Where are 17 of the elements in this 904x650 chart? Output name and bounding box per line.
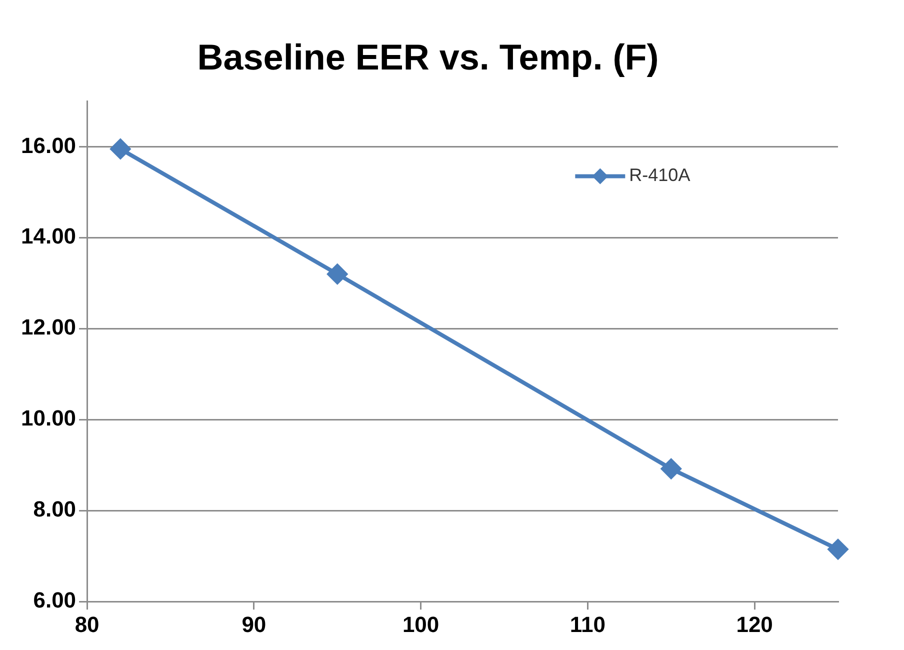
x-tick-label: 120 [736,612,773,637]
y-tick-label: 12.00 [20,314,76,340]
point [828,539,848,560]
y-tick-label: 16.00 [20,132,76,158]
point [327,264,348,284]
y-tick-label: 6.00 [33,588,76,613]
x-tick-label: 90 [242,612,266,637]
point [661,458,682,479]
point [110,138,130,159]
y-tick-label: 14.00 [20,224,76,249]
x-tick-label: 80 [74,612,100,637]
chart-title: Baseline EER vs. Temp. (F) [197,36,659,78]
y-tick-label: 10.00 [20,406,76,431]
legend-label: R-410A [629,165,690,186]
x-tick-label: 100 [402,612,440,637]
y-tick-label: 8.00 [33,496,76,522]
x-tick-label: 110 [570,612,606,637]
